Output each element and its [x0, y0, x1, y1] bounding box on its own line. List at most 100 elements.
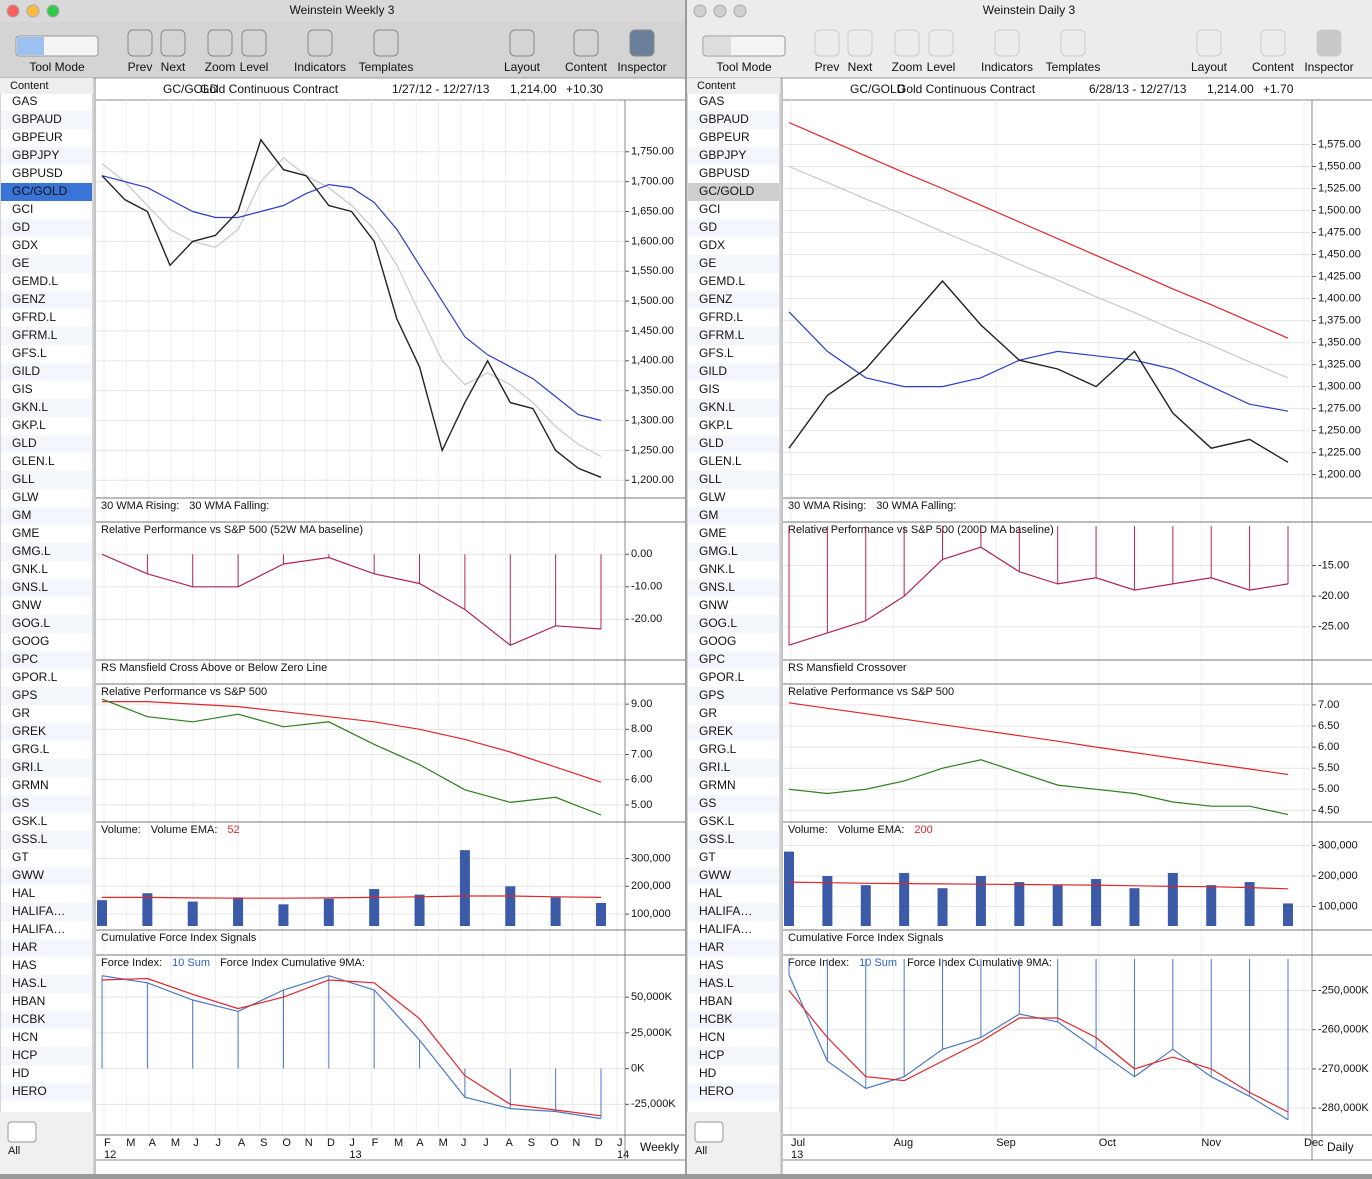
symbol-item[interactable]: GWW — [699, 868, 732, 882]
symbol-item[interactable]: GE — [699, 256, 716, 270]
toolbar-icon[interactable] — [509, 29, 535, 57]
symbol-item[interactable]: GREK — [699, 724, 733, 738]
symbol-item[interactable]: GR — [699, 706, 717, 720]
symbol-item[interactable]: GPS — [699, 688, 724, 702]
symbol-item[interactable]: GFRM.L — [699, 328, 745, 342]
symbol-item[interactable]: HD — [699, 1066, 717, 1080]
symbol-item[interactable]: GFRM.L — [12, 328, 58, 342]
symbol-item[interactable]: GDX — [12, 238, 38, 252]
symbol-item[interactable]: HAS — [12, 958, 37, 972]
toolbar-icon[interactable] — [629, 29, 655, 57]
symbol-item[interactable]: HERO — [12, 1084, 47, 1098]
symbol-item[interactable]: GRI.L — [12, 760, 44, 774]
window-button[interactable] — [46, 4, 60, 18]
symbol-item[interactable]: HALIFA… — [12, 904, 65, 918]
symbol-item[interactable]: GKN.L — [699, 400, 735, 414]
toolbar-label[interactable]: Level — [927, 60, 956, 74]
symbol-item[interactable]: GDX — [699, 238, 725, 252]
window-button[interactable] — [693, 4, 707, 18]
symbol-item[interactable]: GRMN — [699, 778, 736, 792]
toolbar-label[interactable]: Tool Mode — [29, 60, 85, 74]
sidebar-footer-label[interactable]: All — [695, 1145, 707, 1157]
symbol-item[interactable]: GME — [699, 526, 726, 540]
symbol-item[interactable]: GENZ — [699, 292, 732, 306]
symbol-item[interactable]: GSS.L — [12, 832, 48, 846]
period-label[interactable]: Weekly — [640, 1140, 679, 1154]
toolbar-icon[interactable] — [894, 29, 920, 57]
symbol-item[interactable]: GNW — [699, 598, 729, 612]
symbol-item[interactable]: GOOG — [699, 634, 736, 648]
symbol-item[interactable]: GILD — [12, 364, 40, 378]
toolbar-label[interactable]: Layout — [1191, 60, 1228, 74]
toolbar-label[interactable]: Zoom — [205, 60, 236, 74]
symbol-item[interactable]: GCI — [699, 202, 720, 216]
symbol-item[interactable]: GFS.L — [12, 346, 47, 360]
symbol-item[interactable]: GAS — [12, 94, 37, 108]
sidebar-footer-label[interactable]: All — [8, 1145, 20, 1157]
symbol-item[interactable]: GD — [12, 220, 30, 234]
symbol-item[interactable]: HCP — [699, 1048, 724, 1062]
symbol-item[interactable]: HAL — [699, 886, 723, 900]
window-button[interactable] — [713, 4, 727, 18]
toolbar-icon[interactable] — [127, 29, 153, 57]
symbol-item[interactable]: GKP.L — [699, 418, 733, 432]
symbol-item[interactable]: GC/GOLD — [699, 184, 755, 198]
symbol-item[interactable]: GOG.L — [699, 616, 737, 630]
symbol-item[interactable]: GLL — [12, 472, 35, 486]
toolbar-icon[interactable] — [207, 29, 233, 57]
window-button[interactable] — [733, 4, 747, 18]
symbol-item[interactable]: GNS.L — [12, 580, 48, 594]
symbol-item[interactable]: GNK.L — [699, 562, 735, 576]
symbol-item[interactable]: GWW — [12, 868, 45, 882]
symbol-item[interactable]: HBAN — [12, 994, 45, 1008]
symbol-item[interactable]: GRI.L — [699, 760, 731, 774]
symbol-item[interactable]: HAR — [699, 940, 725, 954]
toolbar-label[interactable]: Next — [848, 60, 873, 74]
symbol-item[interactable]: GFS.L — [699, 346, 734, 360]
symbol-item[interactable]: HAR — [12, 940, 38, 954]
symbol-item[interactable]: GPOR.L — [699, 670, 745, 684]
toolbar-icon[interactable] — [928, 29, 954, 57]
window-button[interactable] — [26, 4, 40, 18]
symbol-item[interactable]: GNK.L — [12, 562, 48, 576]
symbol-item[interactable]: GBPEUR — [12, 130, 63, 144]
symbol-item[interactable]: GCI — [12, 202, 33, 216]
symbol-item[interactable]: GLW — [699, 490, 726, 504]
symbol-item[interactable]: GE — [12, 256, 29, 270]
toolbar-label[interactable]: Level — [240, 60, 269, 74]
symbol-item[interactable]: GNW — [12, 598, 42, 612]
symbol-item[interactable]: GLD — [699, 436, 724, 450]
symbol-item[interactable]: HBAN — [699, 994, 732, 1008]
symbol-item[interactable]: GR — [12, 706, 30, 720]
symbol-item[interactable]: GM — [12, 508, 31, 522]
symbol-item[interactable]: GM — [699, 508, 718, 522]
toolbar-label[interactable]: Inspector — [1304, 60, 1353, 74]
symbol-item[interactable]: GBPAUD — [699, 112, 749, 126]
toolbar-icon[interactable] — [847, 29, 873, 57]
symbol-item[interactable]: GBPAUD — [12, 112, 62, 126]
symbol-item[interactable]: GLD — [12, 436, 37, 450]
gear-button[interactable] — [694, 1121, 724, 1143]
toolbar-icon[interactable] — [307, 29, 333, 57]
symbol-item[interactable]: GKN.L — [12, 400, 48, 414]
symbol-item[interactable]: HAS.L — [12, 976, 47, 990]
symbol-item[interactable]: GOG.L — [12, 616, 50, 630]
toolbar-icon[interactable] — [994, 29, 1020, 57]
symbol-item[interactable]: HALIFA… — [12, 922, 65, 936]
toolbar-icon[interactable] — [160, 29, 186, 57]
symbol-item[interactable]: GOOG — [12, 634, 49, 648]
toolbar-label[interactable]: Tool Mode — [716, 60, 772, 74]
symbol-item[interactable]: GC/GOLD — [12, 184, 68, 198]
symbol-item[interactable]: GLW — [12, 490, 39, 504]
symbol-item[interactable]: GRG.L — [12, 742, 50, 756]
symbol-item[interactable]: HAS.L — [699, 976, 734, 990]
gear-button[interactable] — [7, 1121, 37, 1143]
symbol-item[interactable]: GT — [12, 850, 29, 864]
symbol-item[interactable]: GENZ — [12, 292, 45, 306]
symbol-item[interactable]: HAS — [699, 958, 724, 972]
symbol-item[interactable]: GLEN.L — [12, 454, 55, 468]
toolbar-icon[interactable] — [241, 29, 267, 57]
toolbar-icon[interactable] — [573, 29, 599, 57]
toolbar-label[interactable]: Zoom — [892, 60, 923, 74]
symbol-item[interactable]: GKP.L — [12, 418, 46, 432]
